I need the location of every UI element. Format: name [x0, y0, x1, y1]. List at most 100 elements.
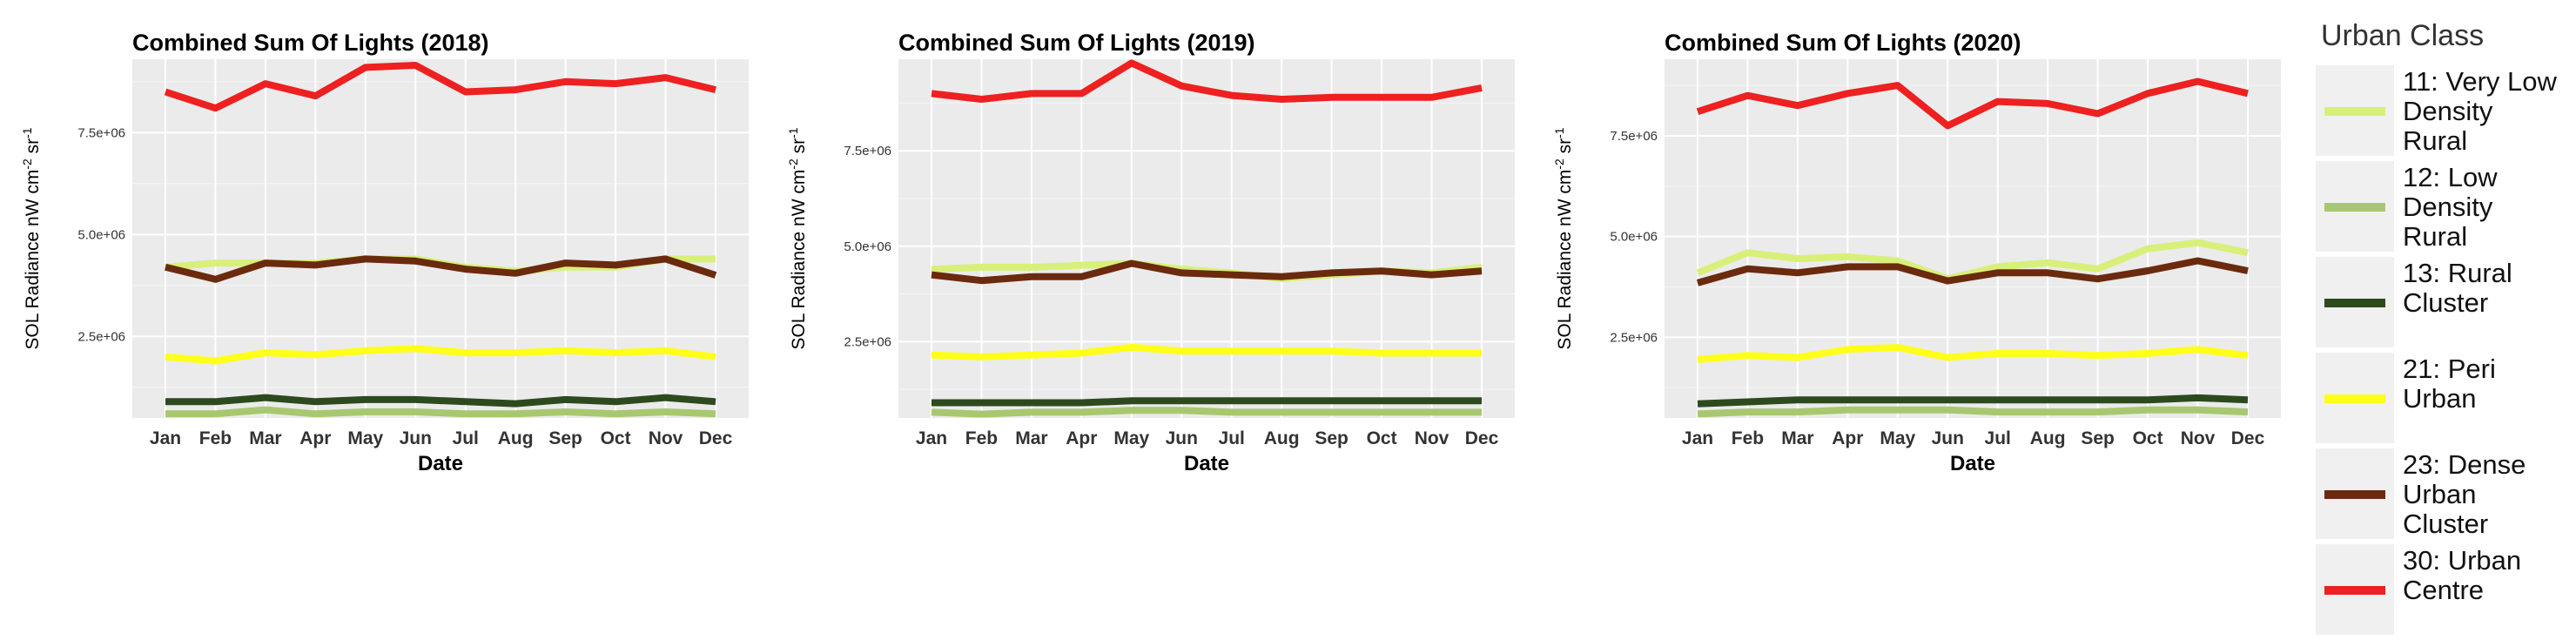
chart-panel-2020: 2.5e+06 5.0e+06 7.5e+06 Jan Feb Mar Apr May Jun J… — [1532, 0, 2298, 563]
legend-label: 11: Very Low Density Rural — [2403, 66, 2557, 156]
x-tick-label: May — [1880, 428, 1915, 448]
x-axis-label: Date — [418, 452, 463, 475]
y-axis-label: SOL Radiance nW cm-2 sr-1 — [786, 127, 809, 349]
chart-svg-2019: 2.5e+06 5.0e+06 7.5e+06 Jan Feb Mar Apr May Jun J… — [786, 30, 1515, 475]
y-tick-label: 5.0e+06 — [844, 239, 891, 254]
chart-panel-2019: 2.5e+06 5.0e+06 7.5e+06 Jan Feb Mar Apr May Jun J… — [766, 0, 1532, 563]
legend: Urban Class 11: Very Low Density Rural 1… — [2316, 19, 2568, 640]
x-tick-label: Jan — [916, 428, 947, 448]
series-line — [165, 255, 717, 283]
x-tick-label: Nov — [2181, 428, 2216, 448]
legend-line — [2324, 586, 2385, 595]
chart-title: Combined Sum Of Lights (2018) — [132, 30, 489, 56]
y-tick-label: 5.0e+06 — [1610, 230, 1658, 245]
legend-title: Urban Class — [2321, 19, 2485, 52]
series-line — [1697, 344, 2249, 363]
series-line — [931, 259, 1483, 285]
legend-swatch — [2316, 257, 2394, 347]
x-tick-label: Sep — [1315, 428, 1349, 448]
series-line — [932, 397, 1482, 407]
series-line — [1697, 406, 2249, 418]
x-tick-label: Jul — [453, 428, 479, 448]
x-tick-label: Mar — [1781, 428, 1813, 448]
series-line — [165, 406, 716, 418]
y-tick-label: 7.5e+06 — [77, 125, 125, 140]
x-tick-label: Nov — [649, 428, 683, 448]
x-tick-label: Feb — [1732, 428, 1764, 448]
legend-item: 21: Peri Urban — [2316, 353, 2568, 448]
legend-line — [2324, 203, 2385, 212]
x-tick-label: Dec — [2231, 428, 2265, 448]
x-tick-label: Jun — [400, 428, 432, 448]
x-tick-label: May — [347, 428, 383, 448]
x-tick-label: Feb — [199, 428, 232, 448]
legend-label: 12: Low Density Rural — [2403, 162, 2498, 252]
x-tick-label: May — [1113, 428, 1149, 448]
legend-item: 23: Dense Urban Cluster — [2316, 448, 2568, 544]
series-line — [931, 343, 1482, 360]
legend-swatch — [2316, 448, 2394, 539]
x-tick-label: Apr — [1832, 428, 1863, 448]
x-tick-label: Jul — [1219, 428, 1245, 448]
chart-title: Combined Sum Of Lights (2020) — [1665, 30, 2021, 56]
x-tick-label: Jan — [150, 428, 181, 448]
series-line — [931, 407, 1482, 418]
x-tick-label: Dec — [1465, 428, 1499, 448]
legend-swatch — [2316, 161, 2394, 252]
legend-item: 11: Very Low Density Rural — [2316, 65, 2568, 161]
legend-label: 23: Dense Urban Cluster — [2403, 449, 2526, 539]
series-line — [164, 62, 716, 112]
series-line — [165, 345, 716, 365]
x-tick-label: Nov — [1415, 428, 1449, 448]
series-line — [1696, 239, 2249, 283]
x-tick-label: Feb — [965, 428, 998, 448]
legend-label: 21: Peri Urban — [2403, 354, 2496, 414]
chart-svg-2018: 2.5e+06 5.0e+06 7.5e+06 Jan Feb Mar Apr May Jun J… — [20, 30, 749, 475]
legend-line — [2324, 490, 2385, 499]
legend-label: 13: Rural Cluster — [2403, 258, 2512, 318]
y-axis-label: SOL Radiance nW cm-2 sr-1 — [1552, 127, 1575, 349]
y-tick-label: 7.5e+06 — [844, 144, 891, 158]
y-axis-label: SOL Radiance nW cm-2 sr-1 — [20, 127, 43, 349]
x-tick-label: Aug — [498, 428, 534, 448]
x-tick-label: Oct — [2133, 428, 2163, 448]
x-tick-label: Jun — [1932, 428, 1964, 448]
x-tick-label: Aug — [1264, 428, 1300, 448]
y-tick-label: 7.5e+06 — [1610, 129, 1658, 144]
plot-background — [132, 59, 749, 418]
x-tick-label: Sep — [2081, 428, 2115, 448]
chart-panel-2018: 2.5e+06 5.0e+06 7.5e+06 Jan Feb Mar Apr May Jun J… — [0, 0, 766, 563]
legend-item: 13: Rural Cluster — [2316, 257, 2568, 353]
y-tick-label: 5.0e+06 — [77, 227, 125, 242]
x-tick-label: Apr — [1066, 428, 1097, 448]
series-line — [1697, 394, 2249, 408]
x-tick-label: Dec — [699, 428, 733, 448]
legend-line — [2324, 299, 2385, 307]
series-line — [165, 394, 716, 408]
x-tick-label: Mar — [249, 428, 281, 448]
x-tick-label: Oct — [1367, 428, 1397, 448]
legend-item: 12: Low Density Rural — [2316, 161, 2568, 257]
legend-swatch — [2316, 65, 2394, 156]
x-tick-label: Aug — [2030, 428, 2066, 448]
x-axis-label: Date — [1950, 452, 1995, 475]
x-tick-label: Apr — [299, 428, 331, 448]
x-tick-label: Oct — [601, 428, 631, 448]
legend-label: 30: Urban Centre — [2403, 545, 2522, 605]
y-tick-label: 2.5e+06 — [77, 329, 125, 344]
series-line — [1696, 77, 2249, 130]
x-tick-label: Jun — [1166, 428, 1198, 448]
y-tick-label: 2.5e+06 — [1610, 330, 1658, 345]
x-tick-label: Sep — [548, 428, 582, 448]
series-line — [1696, 257, 2249, 286]
chart-title: Combined Sum Of Lights (2019) — [898, 30, 1255, 56]
series-line — [931, 59, 1483, 103]
plot-background — [898, 59, 1515, 418]
legend-line — [2324, 394, 2385, 403]
legend-line — [2324, 107, 2385, 116]
x-tick-label: Jul — [1985, 428, 2011, 448]
legend-swatch — [2316, 544, 2394, 635]
legend-swatch — [2316, 353, 2394, 443]
chart-svg-2020: 2.5e+06 5.0e+06 7.5e+06 Jan Feb Mar Apr May Jun J… — [1552, 30, 2281, 475]
y-tick-label: 2.5e+06 — [844, 334, 891, 349]
